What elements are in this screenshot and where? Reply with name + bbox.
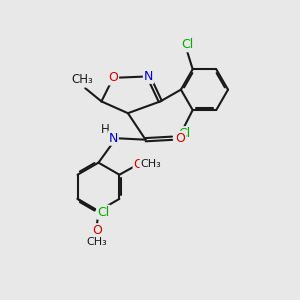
Text: O: O: [176, 132, 185, 145]
Text: Cl: Cl: [178, 127, 190, 140]
Text: N: N: [109, 132, 118, 145]
Text: CH₃: CH₃: [71, 74, 93, 86]
Text: H: H: [100, 124, 109, 136]
Text: O: O: [134, 158, 143, 171]
Text: Cl: Cl: [97, 206, 109, 219]
Text: Cl: Cl: [181, 38, 194, 51]
Text: CH₃: CH₃: [87, 237, 107, 247]
Text: N: N: [144, 70, 153, 83]
Text: O: O: [92, 224, 102, 237]
Text: O: O: [108, 71, 118, 84]
Text: CH₃: CH₃: [140, 159, 161, 170]
